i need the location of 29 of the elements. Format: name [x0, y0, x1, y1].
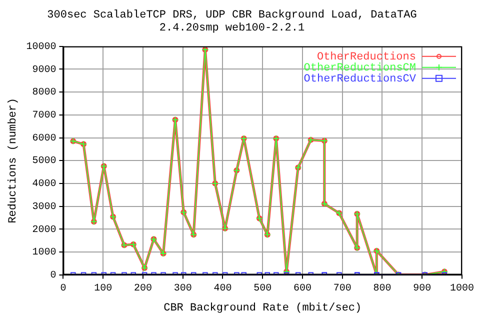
y-tick-label: 9000 — [32, 64, 56, 76]
y-tick-label: 10000 — [26, 42, 56, 54]
chart-subtitle: 2.4.20smp web100-2.2.1 — [159, 22, 306, 35]
x-tick-label: 900 — [413, 283, 432, 294]
y-tick-label: 7000 — [32, 110, 56, 122]
y-tick-label: 3000 — [32, 202, 56, 213]
legend-label: OtherReductionsCM — [304, 62, 416, 74]
x-tick-label: 200 — [134, 283, 152, 294]
chart-title: 300sec ScalableTCP DRS, UDP CBR Background Load, DataTAG — [47, 10, 417, 22]
x-axis-title: CBR Background Rate (mbit/sec) — [164, 302, 362, 314]
x-tick-label: 700 — [333, 283, 352, 294]
x-tick-label: 600 — [293, 283, 312, 294]
x-tick-label: 0 — [60, 283, 66, 294]
y-tick-label: 8000 — [32, 88, 56, 99]
x-tick-label: 1000 — [450, 283, 474, 294]
y-tick-label: 4000 — [32, 179, 56, 190]
y-tick-label: 2000 — [32, 224, 56, 236]
legend-label: OtherReductions — [316, 51, 416, 64]
y-tick-label: 1000 — [32, 248, 56, 259]
x-tick-label: 800 — [373, 283, 392, 294]
x-tick-label: 300 — [174, 283, 192, 294]
y-axis-title: Reductions (number) — [8, 98, 20, 224]
y-tick-label: 5000 — [32, 156, 56, 168]
x-tick-label: 500 — [254, 283, 272, 294]
y-tick-label: 0 — [50, 270, 56, 282]
x-tick-label: 400 — [214, 283, 232, 294]
x-tick-label: 100 — [94, 283, 112, 294]
y-tick-label: 6000 — [32, 133, 56, 144]
legend-label: OtherReductionsCV — [304, 73, 416, 86]
